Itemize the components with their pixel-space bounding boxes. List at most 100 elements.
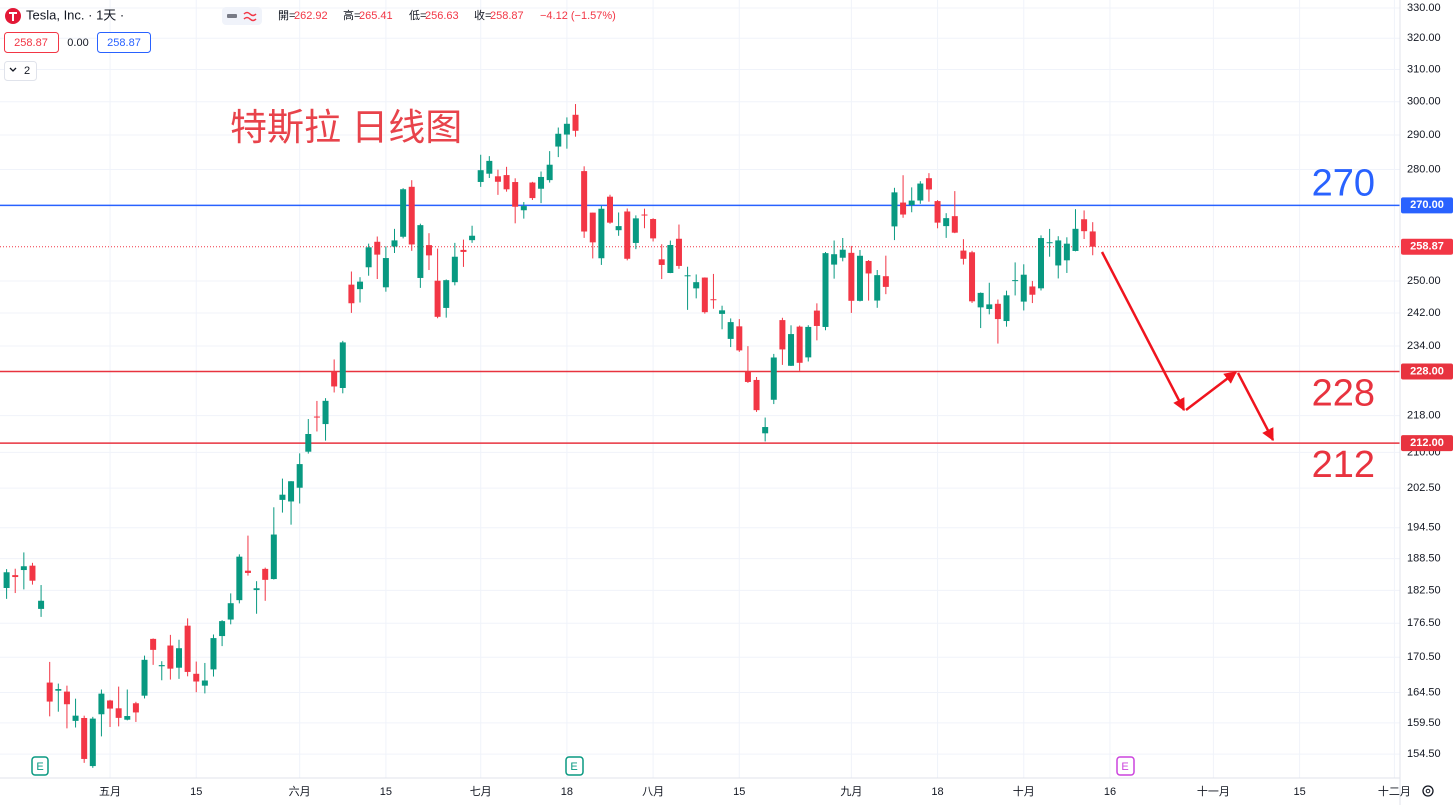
earnings-label[interactable]: E (36, 761, 43, 773)
pill-icon (227, 14, 237, 18)
candle-body (331, 371, 338, 387)
gear[interactable] (1422, 785, 1434, 797)
x-tick-label: 九月 (840, 785, 862, 798)
candle-body (262, 568, 269, 580)
candle-body (529, 182, 536, 199)
y-tick-label: 164.50 (1407, 686, 1441, 698)
x-tick-label: 15 (380, 786, 392, 798)
y-tick-label: 218.00 (1407, 410, 1441, 422)
candle-body (408, 186, 415, 245)
candle-body (1063, 243, 1070, 261)
x-tick-label: 15 (1293, 786, 1305, 798)
candle-body (788, 334, 795, 366)
candle-body (365, 247, 372, 268)
ask-box[interactable] (97, 32, 151, 53)
ohlc-key: 收= (474, 8, 491, 22)
bid[interactable]: 258.87 (14, 37, 48, 49)
y-tick-label: 250.00 (1407, 275, 1441, 287)
candle-body (184, 625, 191, 672)
candle-body (555, 133, 562, 147)
candle-body (1089, 231, 1096, 247)
candle-body (270, 534, 277, 580)
candle-body (176, 648, 182, 668)
candle-body (357, 281, 364, 290)
ohlc-value: 258.87 (490, 10, 524, 22)
candle-body (908, 200, 915, 206)
candle-body (813, 310, 820, 326)
candle-body (443, 280, 450, 308)
candle-body (994, 303, 1001, 320)
candle-body (132, 703, 139, 713)
candle-body (201, 680, 208, 686)
annotation: 特斯拉 日线图 (230, 107, 462, 148)
y-tick-label: 310.00 (1407, 63, 1441, 75)
candle-body (986, 304, 993, 309)
candle-body (581, 171, 588, 232)
candle-body (770, 357, 777, 400)
ask[interactable]: 258.87 (107, 37, 141, 49)
candle-body (3, 572, 10, 588)
x-tick-label: 18 (561, 786, 573, 798)
y-tick-label: 320.00 (1407, 32, 1441, 44)
candle-body (805, 326, 812, 358)
arrow (1100, 251, 1186, 412)
earnings-box[interactable] (1116, 756, 1135, 776)
y-tick-label: 154.50 (1407, 748, 1441, 760)
candle-body (12, 575, 19, 578)
level-label: 228 (1312, 373, 1375, 415)
candle-body (943, 218, 950, 227)
level-axis-label: 270.00 (1410, 199, 1444, 211)
candle-body (81, 717, 88, 759)
ohlc-value: 256.63 (425, 10, 459, 22)
candle-body (512, 182, 519, 207)
candle-body (434, 280, 441, 317)
candle-body (624, 211, 631, 259)
candle-body (736, 326, 743, 351)
earnings-label[interactable]: E (1121, 761, 1128, 773)
bid-box[interactable] (4, 32, 59, 53)
candle-body (658, 259, 665, 265)
level-label: 270 (1312, 162, 1375, 204)
candle-body (486, 160, 493, 174)
earnings-box[interactable] (565, 756, 584, 776)
symbol[interactable]: Tesla, Inc. · 1天 · (26, 7, 124, 22)
x-tick-label: 十月 (1013, 784, 1035, 798)
candle-body (400, 189, 407, 237)
last-price-label: 258.87 (1410, 241, 1444, 253)
candle-body (167, 645, 174, 669)
candle-body (675, 238, 682, 266)
earnings-markers: E E E (31, 756, 1135, 776)
candle-body (279, 494, 286, 500)
spread: 0.00 (67, 37, 88, 49)
arrow (1185, 371, 1237, 411)
candle-body (856, 255, 863, 301)
candle-body (779, 320, 786, 350)
candle-body (1081, 219, 1088, 232)
y-tick-label: 280.00 (1407, 163, 1441, 175)
candle-body (701, 277, 708, 313)
settings-icon[interactable] (1422, 785, 1434, 797)
candle-body (1029, 286, 1036, 295)
candle-body (469, 235, 476, 241)
candle-body (719, 310, 726, 314)
indicator-count[interactable]: 2 (24, 65, 30, 77)
candle-body (253, 588, 260, 591)
candle-body (460, 249, 467, 252)
candle-body (89, 718, 96, 767)
candle-body (210, 638, 217, 670)
candle-body (951, 216, 958, 233)
x-tick-label: 八月 (642, 786, 664, 798)
forecast-arrows (1100, 251, 1275, 442)
y-tick-label: 176.50 (1407, 617, 1441, 629)
candle-body (38, 600, 45, 609)
earnings-label[interactable]: E (570, 761, 577, 773)
indicator-toggle[interactable] (4, 61, 37, 81)
earnings-box[interactable] (31, 756, 49, 776)
candle-body (589, 212, 596, 243)
x-tick-label: 十二月 (1378, 784, 1411, 798)
ohlc-key: 開= (278, 9, 295, 22)
y-tick-label: 234.00 (1407, 340, 1441, 352)
candle-body (796, 326, 803, 363)
candle-body (477, 170, 484, 182)
